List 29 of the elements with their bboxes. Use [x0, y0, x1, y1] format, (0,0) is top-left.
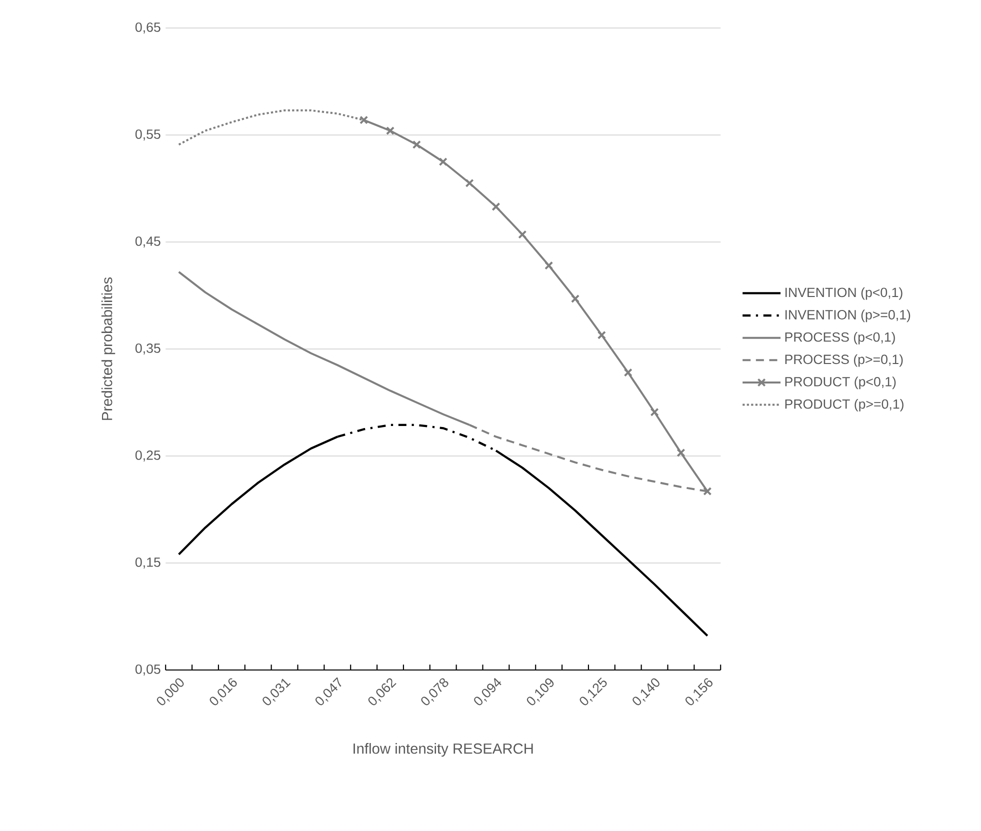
- point: [518, 230, 527, 239]
- legend-label: PROCESS (p<0,1): [785, 332, 895, 344]
- point: [412, 140, 421, 149]
- point: [676, 448, 686, 458]
- point: [624, 368, 632, 377]
- legend-label: PROCESS (p>=0,1): [785, 354, 903, 367]
- y-tick-label: 0,05: [135, 664, 160, 676]
- legend-label: INVENTION (p>=0,1): [785, 310, 910, 322]
- point: [386, 126, 395, 136]
- point: [703, 487, 712, 496]
- y-tick-label: 0,25: [135, 450, 160, 462]
- point: [360, 116, 368, 124]
- point: [544, 261, 554, 270]
- y-tick-label: 0,55: [135, 129, 160, 141]
- x-axis-title: Inflow intensity RESEARCH: [354, 743, 533, 757]
- y-tick-label: 0,45: [135, 236, 160, 248]
- point: [465, 178, 474, 188]
- point: [650, 408, 659, 416]
- legend-label: INVENTION (p<0,1): [785, 287, 902, 300]
- point: [492, 202, 500, 211]
- y-axis-title: Predicted probabilities: [101, 277, 116, 420]
- y-tick-label: 0,35: [135, 343, 160, 355]
- legend-label: PRODUCT (p<0,1): [785, 376, 896, 390]
- point: [597, 330, 606, 340]
- point: [570, 294, 580, 304]
- point: [438, 157, 448, 166]
- y-tick-label: 0,15: [135, 557, 160, 569]
- legend-label: PRODUCT (p>=0,1): [785, 398, 904, 412]
- y-tick-label: 0,65: [135, 22, 160, 34]
